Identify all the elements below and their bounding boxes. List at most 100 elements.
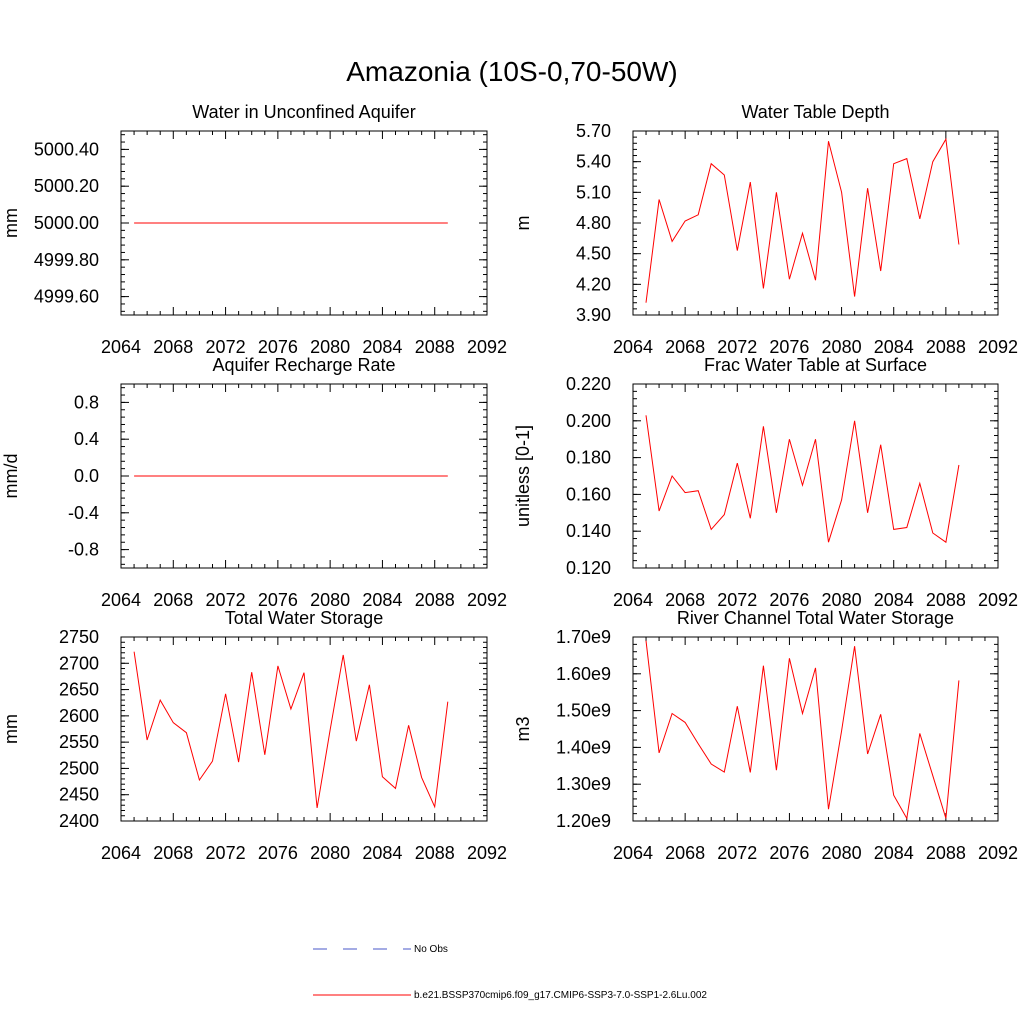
y-tick-label: 5.40 bbox=[576, 152, 611, 172]
y-tick-label: 2400 bbox=[59, 811, 99, 831]
x-tick-label: 2088 bbox=[926, 337, 966, 357]
panel-title: Water in Unconfined Aquifer bbox=[192, 102, 415, 122]
plot-frame bbox=[632, 636, 999, 822]
legend-run-label: b.e21.BSSP370cmip6.f09_g17.CMIP6-SSP3-7.… bbox=[414, 990, 707, 1001]
panel-title: Water Table Depth bbox=[741, 102, 889, 122]
y-tick-label: 2500 bbox=[59, 758, 99, 778]
x-tick-label: 2084 bbox=[362, 590, 402, 610]
y-tick-label: 1.20e9 bbox=[556, 811, 611, 831]
x-tick-label: 2064 bbox=[101, 590, 141, 610]
y-tick-label: 0.160 bbox=[566, 484, 611, 504]
y-tick-label: 2700 bbox=[59, 653, 99, 673]
x-tick-label: 2064 bbox=[613, 337, 653, 357]
x-tick-label: 2068 bbox=[153, 590, 193, 610]
y-axis-label: mm/d bbox=[1, 454, 21, 499]
y-tick-label: 4.80 bbox=[576, 213, 611, 233]
chart-panel-2: Water Table Depth m 2064 2068 2072 2076 2080 20… bbox=[513, 102, 1018, 357]
x-tick-label: 2084 bbox=[362, 337, 402, 357]
x-tick-label: 2084 bbox=[874, 337, 914, 357]
x-tick-label: 2072 bbox=[717, 590, 757, 610]
series-line bbox=[645, 640, 960, 820]
y-tick-label: 0.4 bbox=[74, 429, 99, 449]
x-tick-label: 2076 bbox=[769, 337, 809, 357]
x-tick-label: 2068 bbox=[153, 337, 193, 357]
x-tick-label: 2076 bbox=[258, 843, 298, 863]
x-tick-label: 2092 bbox=[467, 843, 507, 863]
x-tick-label: 2088 bbox=[415, 337, 455, 357]
panel-title: River Channel Total Water Storage bbox=[677, 608, 954, 628]
x-tick-label: 2092 bbox=[978, 843, 1018, 863]
x-tick-label: 2068 bbox=[665, 337, 705, 357]
y-tick-label: 0.220 bbox=[566, 374, 611, 394]
y-axis-label: m3 bbox=[513, 716, 533, 741]
panel-title: Frac Water Table at Surface bbox=[704, 355, 927, 375]
x-tick-label: 2080 bbox=[310, 843, 350, 863]
x-tick-label: 2068 bbox=[153, 843, 193, 863]
x-tick-label: 2064 bbox=[613, 590, 653, 610]
x-tick-label: 2068 bbox=[665, 590, 705, 610]
x-tick-label: 2088 bbox=[926, 590, 966, 610]
x-tick-label: 2072 bbox=[717, 843, 757, 863]
y-tick-label: -0.4 bbox=[68, 503, 99, 523]
y-tick-label: 0.140 bbox=[566, 521, 611, 541]
x-tick-label: 2076 bbox=[769, 590, 809, 610]
legend: No Obs b.e21.BSSP370cmip6.f09_g17.CMIP6-… bbox=[313, 944, 707, 1001]
x-tick-label: 2076 bbox=[258, 337, 298, 357]
x-tick-label: 2072 bbox=[206, 337, 246, 357]
series-line bbox=[133, 651, 449, 809]
x-tick-label: 2064 bbox=[101, 843, 141, 863]
x-tick-label: 2088 bbox=[415, 843, 455, 863]
chart-panel-5: Total Water Storage mm 2064 2068 2072 2076 208… bbox=[1, 608, 507, 863]
y-tick-label: 5000.20 bbox=[34, 176, 99, 196]
y-axis-label: unitless [0-1] bbox=[513, 425, 533, 527]
y-tick-label: 5000.40 bbox=[34, 139, 99, 159]
x-tick-label: 2088 bbox=[926, 843, 966, 863]
panel-title: Aquifer Recharge Rate bbox=[212, 355, 395, 375]
x-tick-label: 2092 bbox=[978, 337, 1018, 357]
x-tick-label: 2072 bbox=[206, 590, 246, 610]
y-tick-label: 5000.00 bbox=[34, 213, 99, 233]
chart-panel-6: River Channel Total Water Storage m3 2064 2… bbox=[513, 608, 1018, 863]
x-tick-label: 2088 bbox=[415, 590, 455, 610]
y-tick-label: 4999.60 bbox=[34, 287, 99, 307]
y-tick-label: 1.70e9 bbox=[556, 627, 611, 647]
y-tick-label: 4.50 bbox=[576, 244, 611, 264]
x-tick-label: 2072 bbox=[717, 337, 757, 357]
y-tick-label: 1.50e9 bbox=[556, 701, 611, 721]
chart-panel-4: Frac Water Table at Surface unitless [0-1… bbox=[513, 355, 1018, 610]
y-tick-label: 0.180 bbox=[566, 448, 611, 468]
series-line bbox=[645, 137, 960, 303]
x-tick-label: 2064 bbox=[101, 337, 141, 357]
plot-frame bbox=[120, 636, 488, 822]
y-axis-label: mm bbox=[1, 714, 21, 744]
x-tick-label: 2064 bbox=[613, 843, 653, 863]
y-tick-label: 0.120 bbox=[566, 558, 611, 578]
y-tick-label: 5.70 bbox=[576, 121, 611, 141]
x-tick-label: 2072 bbox=[206, 843, 246, 863]
y-axis-label: mm bbox=[1, 208, 21, 238]
plot-frame bbox=[632, 130, 999, 316]
legend-obs-label: No Obs bbox=[414, 944, 448, 955]
x-tick-label: 2084 bbox=[362, 843, 402, 863]
x-tick-label: 2080 bbox=[822, 337, 862, 357]
y-tick-label: -0.8 bbox=[68, 540, 99, 560]
y-tick-label: 1.30e9 bbox=[556, 774, 611, 794]
y-tick-label: 2450 bbox=[59, 785, 99, 805]
x-tick-label: 2080 bbox=[822, 590, 862, 610]
y-tick-label: 0.8 bbox=[74, 392, 99, 412]
y-tick-label: 0.200 bbox=[566, 411, 611, 431]
x-tick-label: 2080 bbox=[822, 843, 862, 863]
x-tick-label: 2092 bbox=[467, 590, 507, 610]
y-axis-label: m bbox=[513, 216, 533, 231]
y-tick-label: 0.0 bbox=[74, 466, 99, 486]
x-tick-label: 2084 bbox=[874, 590, 914, 610]
y-tick-label: 4.20 bbox=[576, 274, 611, 294]
x-tick-label: 2080 bbox=[310, 590, 350, 610]
series-line bbox=[645, 415, 960, 544]
x-tick-label: 2076 bbox=[769, 843, 809, 863]
x-tick-label: 2068 bbox=[665, 843, 705, 863]
x-tick-label: 2092 bbox=[978, 590, 1018, 610]
y-tick-label: 2550 bbox=[59, 732, 99, 752]
y-tick-label: 1.40e9 bbox=[556, 737, 611, 757]
